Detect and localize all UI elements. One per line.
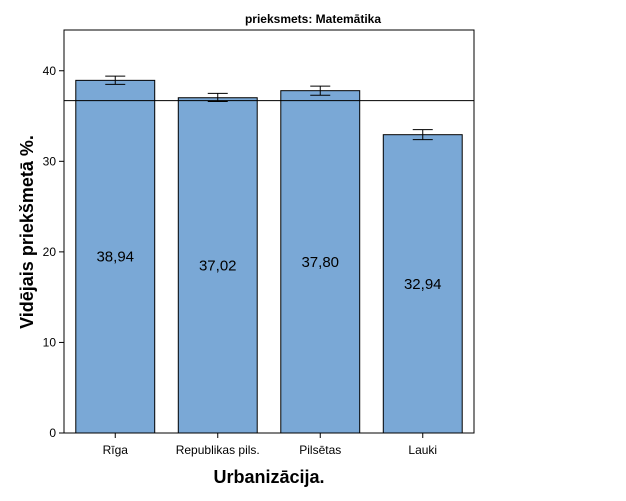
x-axis: Rīga Republikas pils. Pilsētas Lauki (103, 433, 437, 457)
y-tick-label-3: 30 (43, 154, 57, 168)
x-tick-label-3: Lauki (408, 443, 437, 457)
plot-frame (63, 29, 475, 434)
bar-3 (382, 134, 463, 434)
y-tick-label-2: 20 (43, 245, 57, 259)
value-label-3: 32,94 (404, 276, 442, 293)
y-tick-label-0: 0 (49, 426, 56, 440)
chart-title: prieksmets: Matemātika (245, 12, 381, 26)
value-labels-group: 38,94 37,02 37,80 32,94 (96, 249, 441, 293)
x-axis-title: Urbanizācija. (213, 467, 324, 487)
bars-group (75, 79, 463, 434)
y-axis: 0 10 20 30 40 (43, 64, 64, 440)
bar-1 (177, 97, 258, 434)
value-label-0: 38,94 (96, 249, 134, 266)
x-tick-label-2: Pilsētas (299, 443, 341, 457)
x-tick-label-1: Republikas pils. (176, 443, 260, 457)
y-tick-label-1: 10 (43, 335, 57, 349)
error-bars-group (105, 75, 433, 141)
bar-2 (280, 90, 361, 434)
y-tick-label-4: 40 (43, 64, 57, 78)
value-label-1: 37,02 (199, 257, 237, 274)
value-label-2: 37,80 (301, 254, 339, 271)
y-axis-title: Vidējais priekšmetā %. (17, 135, 37, 329)
x-tick-label-0: Rīga (103, 443, 129, 457)
